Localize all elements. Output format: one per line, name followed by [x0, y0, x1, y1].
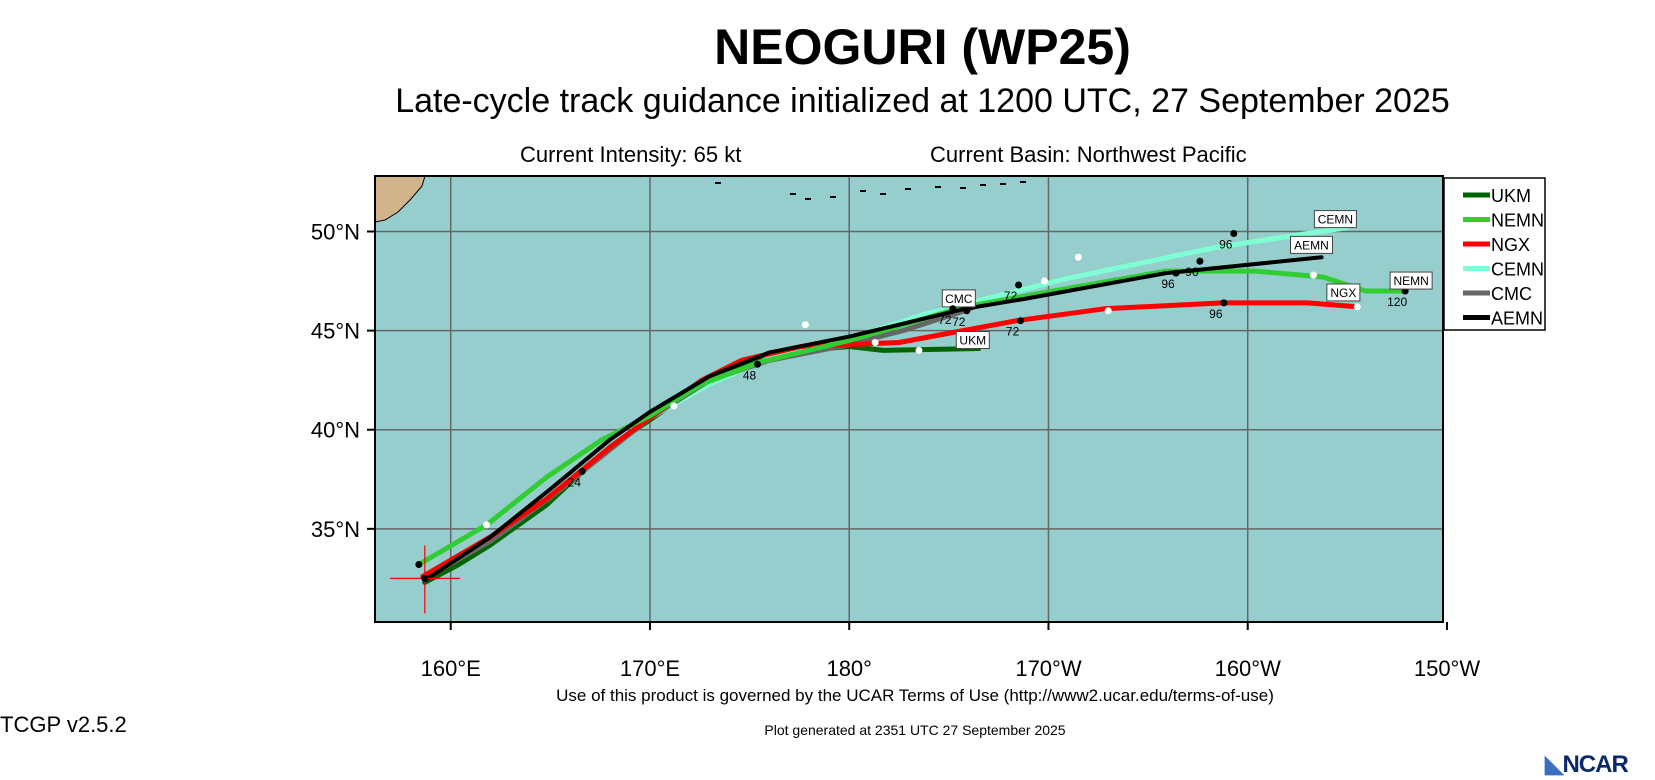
forecast-point-nemn: [949, 305, 957, 313]
forecast-point-aemn: [1015, 281, 1023, 289]
map-frame: [374, 175, 1444, 623]
island: [860, 190, 866, 192]
forecast-point-ukm: [578, 467, 586, 475]
track-end-label-box: [1389, 271, 1433, 290]
track-end-label-box: [1326, 283, 1361, 302]
x-tick-label: 170°W: [1015, 656, 1082, 681]
forecast-hour-label: 48: [743, 368, 757, 382]
forecast-hour-label: 96: [1185, 265, 1199, 279]
land-kamchatka: [375, 176, 426, 223]
island: [905, 188, 911, 190]
forecast-point-ngx: [871, 339, 879, 347]
track-aemn: [422, 255, 1324, 583]
forecast-point-ngx: [1104, 307, 1112, 315]
legend-label-aemn: AEMN: [1491, 309, 1543, 329]
forecast-point-ngx: [1353, 303, 1361, 311]
forecast-point-nemn: [1040, 277, 1048, 285]
track-nemn: [416, 268, 1408, 567]
forecast-point-aemn: [1196, 257, 1204, 265]
ncar-logo: ◣NCAR: [1545, 751, 1629, 778]
chart-title: NEOGURI (WP25): [714, 19, 1131, 75]
forecast-point-ukm: [754, 360, 762, 368]
track-end-label-box: [941, 289, 976, 308]
legend-label-nemn: NEMN: [1491, 211, 1544, 231]
forecast-hour-label: 96: [1209, 307, 1223, 321]
y-tick-label: 50°N: [311, 220, 360, 245]
forecast-point-ngx: [1017, 317, 1025, 325]
legend-label-ngx: NGX: [1491, 235, 1530, 255]
forecast-hour-label: 96: [1219, 237, 1233, 251]
forecast-hour-label: 72: [1006, 325, 1020, 339]
current-basin: Current Basin: Northwest Pacific: [930, 142, 1247, 167]
track-end-label-box: [955, 331, 990, 350]
y-tick-label: 40°N: [311, 418, 360, 443]
island: [880, 193, 886, 195]
island: [935, 186, 941, 188]
terms-of-use-text: Use of this product is governed by the U…: [556, 686, 1274, 705]
version-label: TCGP v2.5.2: [0, 712, 127, 737]
ncar-logo-text: NCAR: [1562, 751, 1628, 778]
y-tick-label: 45°N: [311, 319, 360, 344]
island: [960, 187, 966, 189]
track-end-label-cemn: CEMN: [1318, 213, 1353, 227]
forecast-hour-label: 72: [952, 315, 966, 329]
island: [980, 184, 986, 186]
chart-subtitle: Late-cycle track guidance initialized at…: [395, 82, 1450, 120]
legend-label-ukm: UKM: [1491, 186, 1531, 206]
track-end-label-box: [1289, 235, 1333, 254]
forecast-point-cemn: [1230, 229, 1238, 237]
island: [1020, 181, 1026, 183]
legend: UKM NEMN NGX CEMN CMC AEMN: [1443, 177, 1546, 331]
forecast-point-nemn: [670, 402, 678, 410]
island: [830, 196, 836, 198]
y-tick-label: 35°N: [311, 517, 360, 542]
forecast-hour-label: 120: [1387, 295, 1407, 309]
island: [805, 198, 811, 200]
track-end-label-ukm: UKM: [959, 334, 986, 348]
forecast-hour-label: 24: [568, 475, 582, 489]
legend-label-cmc: CMC: [1491, 284, 1532, 304]
legend-label-cemn: CEMN: [1491, 260, 1544, 280]
current-position-dot: [421, 574, 429, 582]
forecast-hour-label: 72: [1004, 289, 1018, 303]
current-intensity: Current Intensity: 65 kt: [520, 142, 742, 167]
track-end-label-cmc: CMC: [945, 292, 973, 306]
forecast-point-ngx: [1220, 299, 1228, 307]
forecast-point-nemn: [1309, 271, 1317, 279]
map-layer: 24 48 UKM 96 CEMN 72 CMC 72 96 NGX 72 120 NEMN 72 96 96…: [375, 176, 1443, 622]
track-end-label-ngx: NGX: [1330, 286, 1356, 300]
island: [790, 193, 796, 195]
forecast-point-cmc: [963, 307, 971, 315]
x-tick-label: 160°E: [421, 656, 481, 681]
ocean-background: [375, 176, 1443, 622]
track-end-label-nemn: NEMN: [1393, 274, 1428, 288]
forecast-point-cemn: [1074, 253, 1082, 261]
forecast-point-nemn: [415, 561, 423, 569]
forecast-point-cemn: [801, 321, 809, 329]
forecast-point-nemn: [483, 521, 491, 529]
generated-time: Plot generated at 2351 UTC 27 September …: [764, 722, 1066, 738]
x-tick-label: 170°E: [620, 656, 680, 681]
island: [1000, 183, 1006, 185]
forecast-point-ukm: [915, 346, 923, 354]
forecast-point-aemn: [1172, 269, 1180, 277]
x-tick-label: 160°W: [1215, 656, 1282, 681]
forecast-hour-label: 96: [1161, 277, 1175, 291]
forecast-hour-label: 72: [938, 313, 952, 327]
x-tick-label: 150°W: [1414, 656, 1481, 681]
track-end-label-aemn: AEMN: [1294, 238, 1329, 252]
island: [715, 182, 721, 184]
track-end-label-box: [1313, 210, 1357, 229]
legend-box: [1443, 177, 1546, 331]
x-tick-label: 180°: [826, 656, 872, 681]
